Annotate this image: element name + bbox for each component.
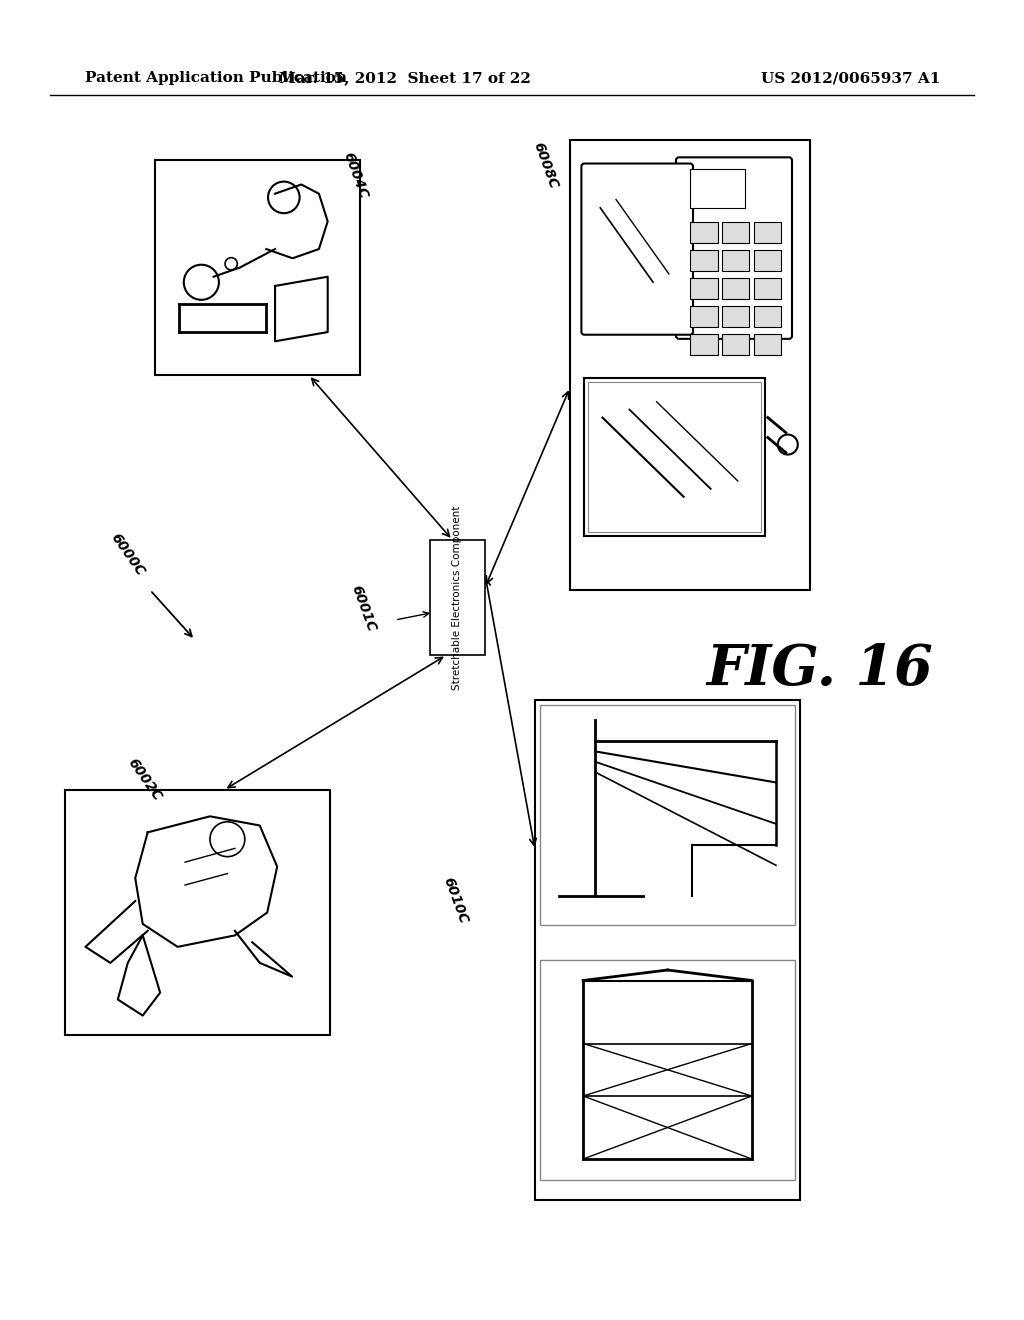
Bar <box>690 306 718 327</box>
Bar <box>570 140 810 590</box>
Bar <box>754 279 781 300</box>
Bar <box>754 334 781 355</box>
Text: Mar. 15, 2012  Sheet 17 of 22: Mar. 15, 2012 Sheet 17 of 22 <box>280 71 530 84</box>
Bar <box>722 249 750 271</box>
Text: Stretchable Electronics Component: Stretchable Electronics Component <box>453 506 463 689</box>
Bar <box>589 381 761 532</box>
Text: FIG. 16: FIG. 16 <box>707 643 933 697</box>
Text: US 2012/0065937 A1: US 2012/0065937 A1 <box>761 71 940 84</box>
Bar <box>722 334 750 355</box>
Bar <box>722 306 750 327</box>
Text: 6010C: 6010C <box>440 875 470 925</box>
Bar <box>690 279 718 300</box>
Bar <box>540 960 795 1180</box>
Text: 6002C: 6002C <box>125 756 165 804</box>
Bar <box>754 222 781 243</box>
Bar <box>754 306 781 327</box>
Bar <box>690 169 745 207</box>
FancyBboxPatch shape <box>582 164 693 335</box>
Text: 6001C: 6001C <box>348 582 378 634</box>
Bar <box>754 249 781 271</box>
Bar <box>690 222 718 243</box>
Bar <box>65 789 330 1035</box>
Bar <box>430 540 485 655</box>
Bar <box>155 160 360 375</box>
Bar <box>722 222 750 243</box>
FancyBboxPatch shape <box>676 157 792 339</box>
Bar <box>690 249 718 271</box>
Text: 6004C: 6004C <box>340 149 370 201</box>
Bar <box>690 334 718 355</box>
Bar <box>722 279 750 300</box>
Bar <box>535 700 800 1200</box>
Text: Patent Application Publication: Patent Application Publication <box>85 71 347 84</box>
Bar <box>540 705 795 925</box>
Text: 6000C: 6000C <box>108 531 147 579</box>
Text: 6008C: 6008C <box>530 140 560 190</box>
Bar <box>585 378 765 536</box>
